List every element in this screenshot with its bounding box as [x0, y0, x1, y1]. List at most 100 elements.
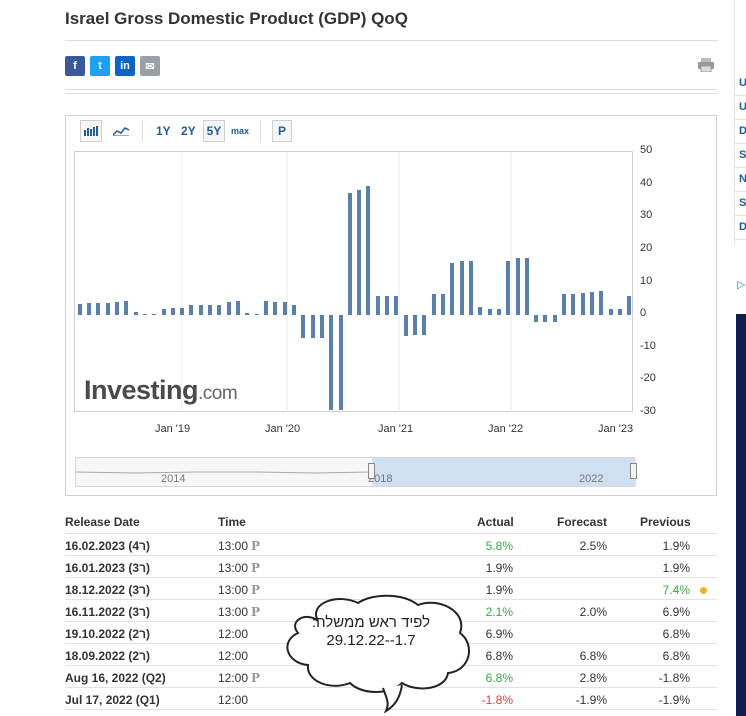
- chart-bar[interactable]: [347, 192, 352, 316]
- facebook-share-button[interactable]: f: [65, 56, 85, 76]
- chart-bar[interactable]: [618, 308, 623, 316]
- chart-bar[interactable]: [329, 315, 334, 410]
- chart-bar[interactable]: [385, 295, 390, 316]
- chart-bar[interactable]: [431, 293, 436, 316]
- chart-bar[interactable]: [478, 306, 483, 316]
- chart-bar[interactable]: [133, 311, 138, 316]
- sidebar-link[interactable]: N: [739, 173, 746, 185]
- sidebar-link[interactable]: D: [739, 221, 746, 233]
- chart-bar[interactable]: [608, 308, 613, 316]
- chart-bar[interactable]: [468, 261, 473, 316]
- range-1y-button[interactable]: 1Y: [156, 124, 171, 138]
- chart-bar[interactable]: [487, 308, 492, 316]
- range-5y-button[interactable]: 5Y: [203, 120, 225, 142]
- chart-bar[interactable]: [180, 307, 185, 316]
- col-forecast: Forecast: [557, 515, 608, 529]
- twitter-share-button[interactable]: t: [90, 56, 110, 76]
- chart-bar[interactable]: [217, 304, 222, 316]
- annotation-line-1: לפיד ראש ממשלה:: [311, 614, 431, 631]
- chart-bar[interactable]: [534, 315, 539, 322]
- chart-bar[interactable]: [441, 293, 445, 316]
- chart-bar[interactable]: [161, 308, 166, 316]
- chart-bar[interactable]: [543, 315, 548, 322]
- ad-choices-icon[interactable]: ▷: [737, 279, 746, 291]
- release-time: 13:00 P: [218, 605, 261, 619]
- chart-bar[interactable]: [562, 293, 567, 316]
- sidebar-link[interactable]: D: [739, 125, 746, 137]
- chart-bar[interactable]: [571, 293, 576, 316]
- chart-bar[interactable]: [506, 261, 511, 316]
- chart-bar[interactable]: [170, 307, 175, 316]
- chart-bar[interactable]: [273, 302, 278, 316]
- linkedin-share-button[interactable]: in: [115, 56, 135, 76]
- chart-bar[interactable]: [152, 313, 157, 316]
- chart-bar[interactable]: [422, 315, 427, 335]
- previous-value: 6.8%: [662, 627, 690, 641]
- chart-bar[interactable]: [599, 290, 604, 316]
- chart-bar[interactable]: [86, 303, 91, 316]
- chart-bar[interactable]: [524, 258, 529, 316]
- chart-bar[interactable]: [394, 295, 399, 316]
- sidebar-link[interactable]: S: [739, 149, 746, 161]
- chart-bar[interactable]: [114, 302, 119, 316]
- chart-bar[interactable]: [142, 313, 147, 316]
- forecast-value: 2.0%: [579, 605, 607, 619]
- x-tick-label: Jan '22: [488, 423, 524, 435]
- chart-bar[interactable]: [226, 302, 231, 316]
- chart-bar[interactable]: [198, 304, 203, 316]
- chart-bar[interactable]: [627, 296, 632, 316]
- chart-navigator[interactable]: [75, 457, 636, 487]
- chart-bar[interactable]: [413, 315, 418, 335]
- chart-bar[interactable]: [319, 315, 324, 338]
- col-release-date[interactable]: Release Date: [65, 515, 140, 529]
- chart-bar[interactable]: [208, 304, 213, 316]
- navigator-right-handle[interactable]: [630, 463, 637, 479]
- email-share-button[interactable]: ✉: [140, 56, 160, 76]
- chart-bar[interactable]: [189, 305, 194, 316]
- chart-bar[interactable]: [496, 308, 501, 316]
- header-divider: [65, 533, 717, 534]
- bar-chart-button[interactable]: [80, 120, 102, 142]
- navigator-selection[interactable]: [372, 458, 636, 486]
- p-button[interactable]: P: [272, 120, 292, 142]
- chart-bar[interactable]: [77, 303, 82, 316]
- range-2y-button[interactable]: 2Y: [181, 124, 196, 138]
- chart-bar[interactable]: [236, 301, 241, 316]
- chart-bar[interactable]: [263, 301, 268, 316]
- chart-bar[interactable]: [254, 314, 259, 316]
- chart-bar[interactable]: [515, 258, 520, 316]
- chart-bar[interactable]: [459, 261, 464, 316]
- release-time: 13:00 P: [218, 539, 261, 553]
- chart-bar[interactable]: [366, 186, 371, 316]
- chart-bar[interactable]: [301, 315, 306, 338]
- sidebar-ad-banner[interactable]: [736, 314, 746, 716]
- range-max-button[interactable]: max: [231, 126, 250, 136]
- sidebar-link[interactable]: S: [739, 197, 746, 209]
- sidebar-link[interactable]: U: [739, 101, 746, 113]
- chart-bar[interactable]: [590, 292, 595, 316]
- chart-bar[interactable]: [357, 189, 362, 316]
- chart-bar[interactable]: [403, 315, 408, 337]
- chart-bar[interactable]: [450, 262, 455, 316]
- chart-bar[interactable]: [245, 313, 250, 316]
- actual-value: 6.8%: [485, 671, 513, 685]
- chart-bar[interactable]: [105, 303, 110, 316]
- chart-bar[interactable]: [580, 292, 585, 316]
- navigator-left-handle[interactable]: [368, 463, 375, 479]
- sidebar-link[interactable]: U: [739, 77, 746, 89]
- print-icon[interactable]: [698, 58, 714, 72]
- preliminary-icon: P: [251, 561, 261, 575]
- chart-bar[interactable]: [96, 303, 101, 316]
- chart-bar[interactable]: [338, 315, 343, 410]
- chart-bar[interactable]: [291, 305, 296, 316]
- x-tick-label: Jan '19: [155, 423, 191, 435]
- sidebar-divider: [735, 143, 746, 144]
- chart-bar[interactable]: [375, 295, 380, 316]
- release-time: 13:00 P: [218, 583, 261, 597]
- area-chart-button[interactable]: [110, 120, 132, 142]
- chart-bar[interactable]: [310, 315, 315, 338]
- chart-bar[interactable]: [124, 301, 129, 316]
- chart-bar[interactable]: [282, 302, 287, 316]
- chart-bar[interactable]: [552, 315, 557, 322]
- sidebar-divider: [735, 119, 746, 120]
